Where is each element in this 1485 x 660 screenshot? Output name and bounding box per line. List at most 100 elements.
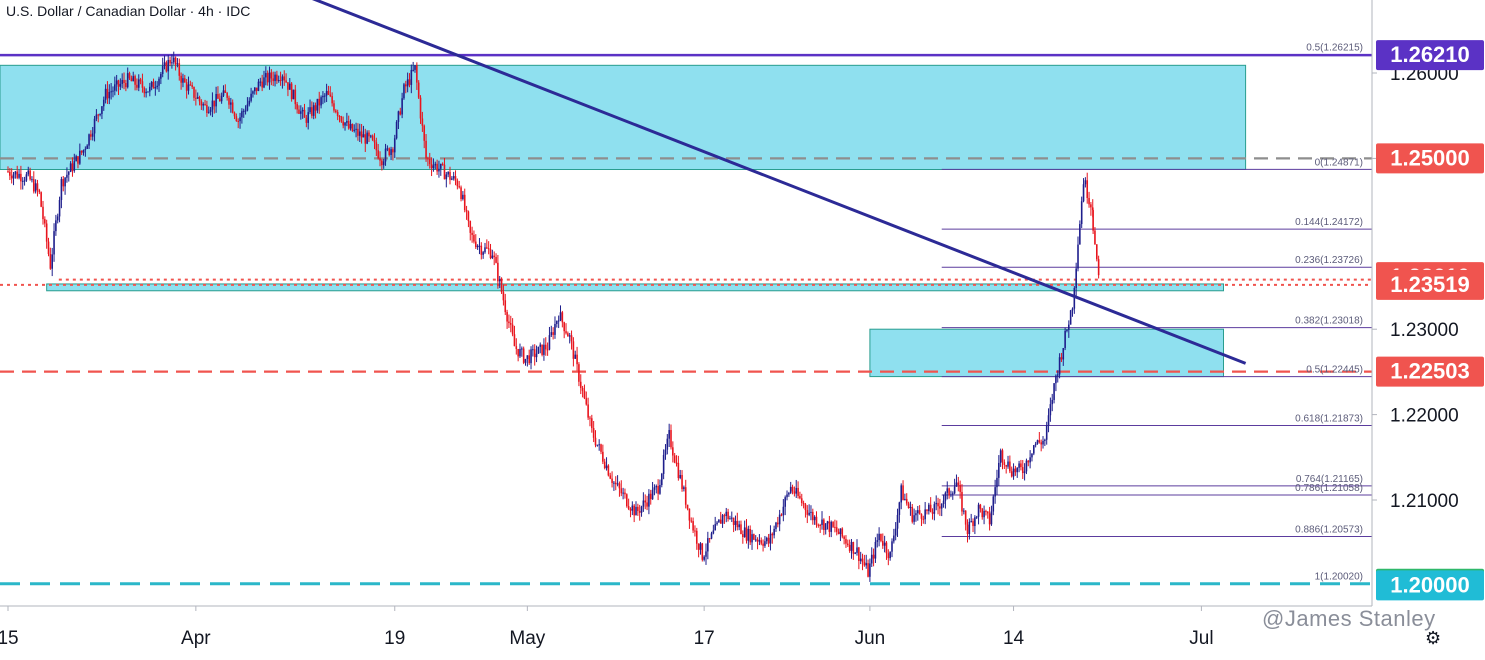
candle-body [780,514,783,516]
candle-body [408,79,411,85]
candle-body [600,444,602,452]
candle-body [758,540,761,542]
candle-body [771,533,774,536]
candle-body [926,509,928,512]
candle-body [1082,184,1085,202]
candle-body [526,355,529,359]
candle-body [311,107,313,116]
candle-body [834,526,836,528]
candle-body [876,540,879,542]
candle-body [940,504,943,509]
candle-body [570,335,573,342]
candle-body [788,492,790,495]
candle-body [653,487,656,490]
candle-body [86,145,88,149]
candle-body [263,77,265,88]
candle-body [666,438,669,450]
candle-body [642,500,645,507]
candle-body [953,486,956,494]
candle-body [544,344,547,350]
candle-body [139,79,142,82]
time-axis[interactable]: 15 Apr 19 May 17 Jun 14 Jul [0,605,1372,649]
candle-body [970,521,972,523]
candle-body [1023,471,1026,474]
candle-body [272,78,274,82]
candle-body [957,482,960,485]
candle-body [911,506,914,522]
candle-body [1092,210,1094,231]
candle-body [660,473,663,485]
candle-body [143,87,146,94]
candle-body [576,354,578,365]
candle-body [403,84,405,99]
candle-body [894,528,897,536]
candle-body [370,135,372,137]
candle-body [331,96,333,104]
candle-body [986,511,989,514]
candle-body [56,216,59,221]
gear-icon[interactable]: ⚙ [1425,628,1442,648]
candle-body [172,57,175,63]
candle-body [605,465,608,469]
price-badge-6 [1376,570,1484,601]
candle-body [885,542,888,554]
fib-label-10: 1(1.20020) [1315,572,1363,583]
candle-body [618,483,621,489]
candle-body [782,506,785,516]
candle-body [484,247,486,253]
candle-body [981,508,984,518]
candle-body [1029,457,1031,463]
candle-body [891,541,893,552]
candle-body [493,255,495,257]
candle-body [355,128,357,130]
candle-body [147,91,149,93]
candle-body [572,341,575,359]
candle-body [710,533,713,539]
candle-body [777,522,779,525]
candle-body [1007,461,1009,467]
candle-body [270,72,273,79]
candle-body [283,76,286,81]
candle-body [47,241,50,255]
candle-body [126,73,129,88]
candle-body [502,292,505,301]
candle-body [1053,383,1055,400]
candle-body [430,164,433,169]
candle-body [813,516,816,521]
candle-body [688,508,691,521]
candle-body [620,488,623,494]
candle-body [451,178,453,180]
candle-body [655,485,658,488]
candle-body [651,489,654,500]
x-tick-label-0: 15 [0,628,19,649]
candle-body [301,109,304,112]
candle-body [559,312,562,321]
candle-body [951,493,954,495]
candle-body [743,527,746,538]
price-badge-4 [1376,356,1484,387]
candle-body [738,524,740,528]
candle-body [937,502,939,507]
candle-body [338,115,341,117]
candle-body [760,540,763,544]
candle-body [964,510,967,525]
candle-body [725,511,728,516]
candle-body [753,534,755,540]
candle-body [633,505,635,516]
candle-body [467,211,470,222]
candle-body [329,94,332,97]
candle-body [95,114,98,119]
candle-body [412,69,414,71]
candle-body [742,534,744,538]
candle-body [128,73,131,79]
candle-body [637,506,639,511]
candle-body [614,482,617,485]
candle-body [1084,180,1087,185]
candle-body [579,381,582,388]
candle-body [178,63,181,76]
candle-body [31,179,33,181]
candle-body [672,447,674,456]
candle-body [410,69,413,85]
